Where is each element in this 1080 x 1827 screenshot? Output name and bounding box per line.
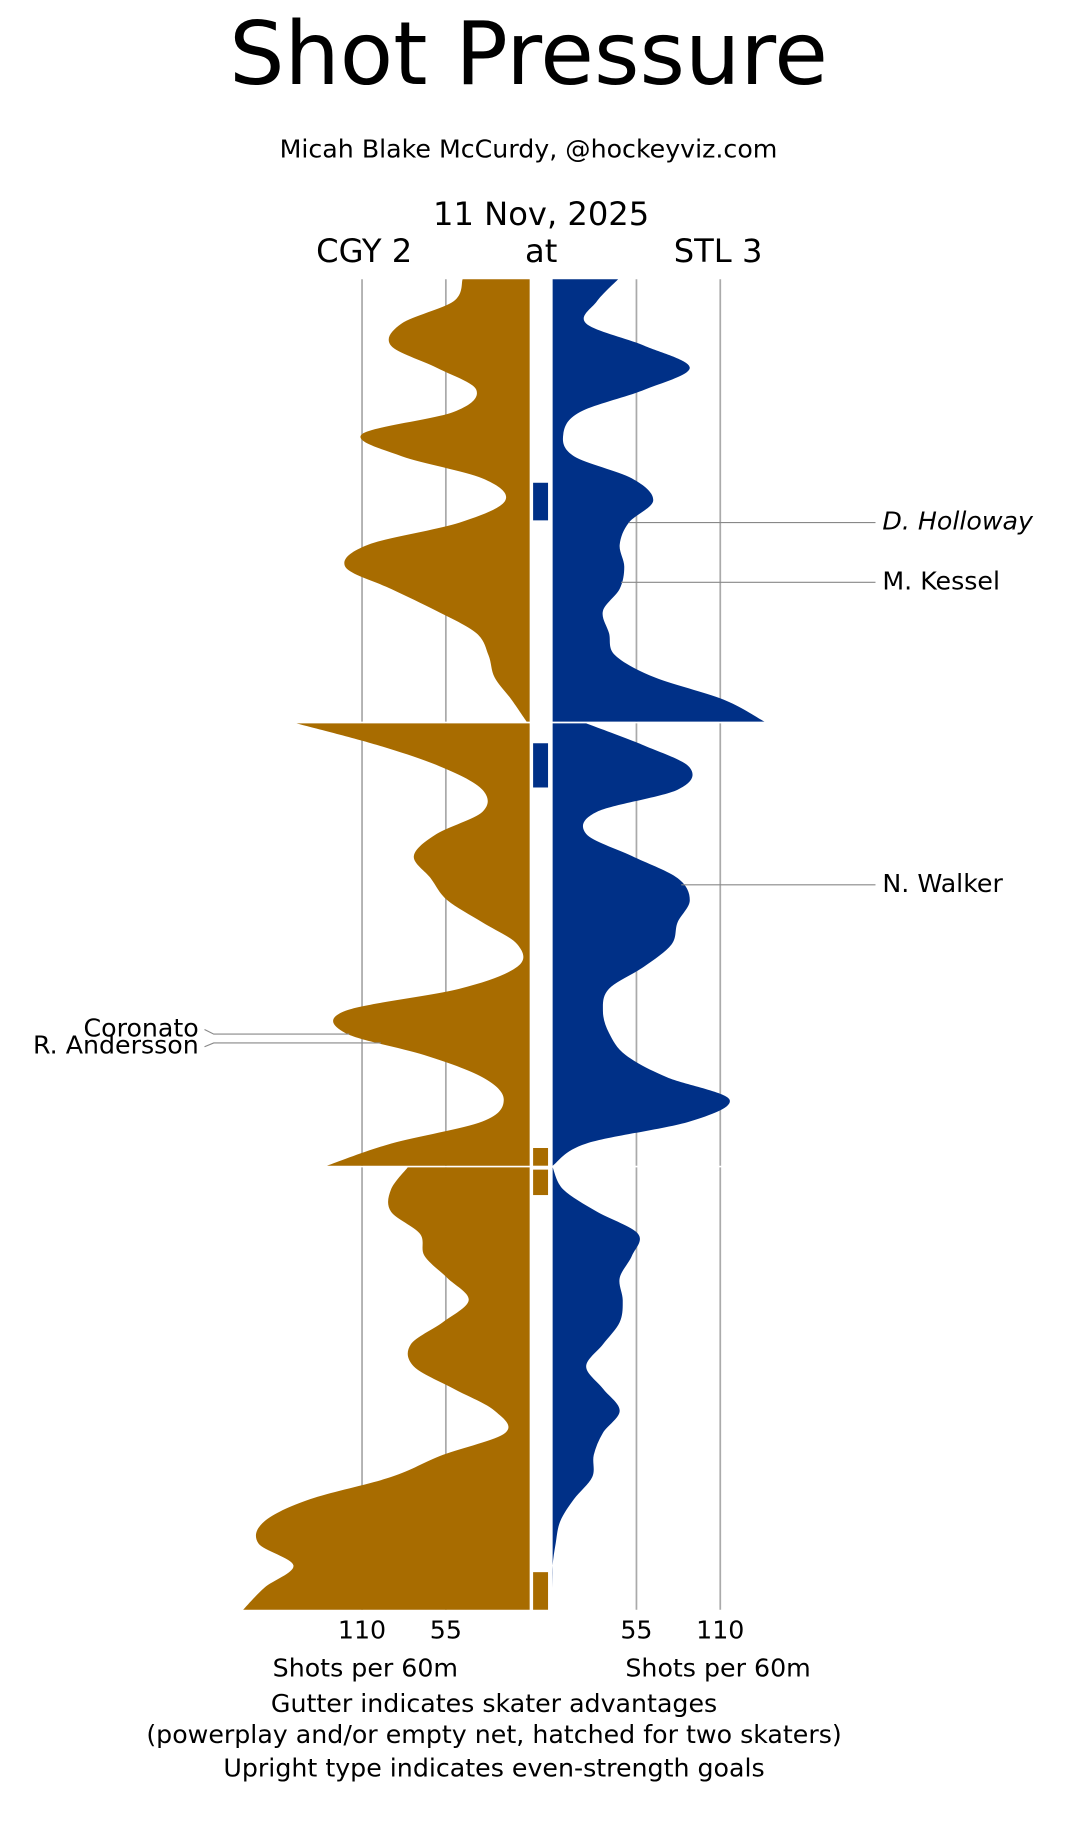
advantage-bar: [533, 482, 549, 521]
advantage-bar: [533, 1572, 549, 1610]
home-team: STL 3: [674, 232, 763, 270]
note: (powerplay and/or empty net, hatched for…: [146, 1720, 841, 1749]
x-axis-label: Shots per 60m: [273, 1653, 458, 1682]
shot-area: [243, 1167, 530, 1610]
away-team: CGY 2: [316, 232, 412, 270]
goal-label: N. Walker: [882, 869, 1003, 898]
x-axis-label: Shots per 60m: [625, 1653, 810, 1682]
shot-area: [344, 279, 530, 722]
advantage-bar: [533, 743, 549, 788]
shot-area: [552, 1167, 640, 1610]
at-label: at: [525, 232, 557, 270]
advantage-bar: [533, 1169, 549, 1196]
goal-label: Coronato: [84, 1013, 199, 1042]
shot-area: [296, 723, 530, 1166]
goal-label: M. Kessel: [882, 566, 1000, 595]
note: Upright type indicates even-strength goa…: [223, 1753, 764, 1782]
shot-area: [552, 723, 730, 1166]
goal-label: D. Holloway: [882, 507, 1034, 536]
note: Gutter indicates skater advantages: [271, 1689, 717, 1718]
x-tick-label: 110: [696, 1616, 744, 1645]
game-date: 11 Nov, 2025: [433, 195, 649, 233]
chart-title: Shot Pressure: [229, 3, 828, 105]
x-tick-label: 110: [338, 1616, 386, 1645]
chart-subtitle: Micah Blake McCurdy, @hockeyviz.com: [280, 135, 778, 164]
goal-label: R. Andersson: [33, 1031, 199, 1060]
advantage-bar: [533, 1147, 549, 1166]
goal-connector: [204, 1042, 381, 1048]
x-tick-label: 55: [620, 1616, 652, 1645]
x-tick-label: 55: [430, 1616, 462, 1645]
goal-connector: [204, 1028, 350, 1035]
shot-area: [552, 279, 765, 722]
